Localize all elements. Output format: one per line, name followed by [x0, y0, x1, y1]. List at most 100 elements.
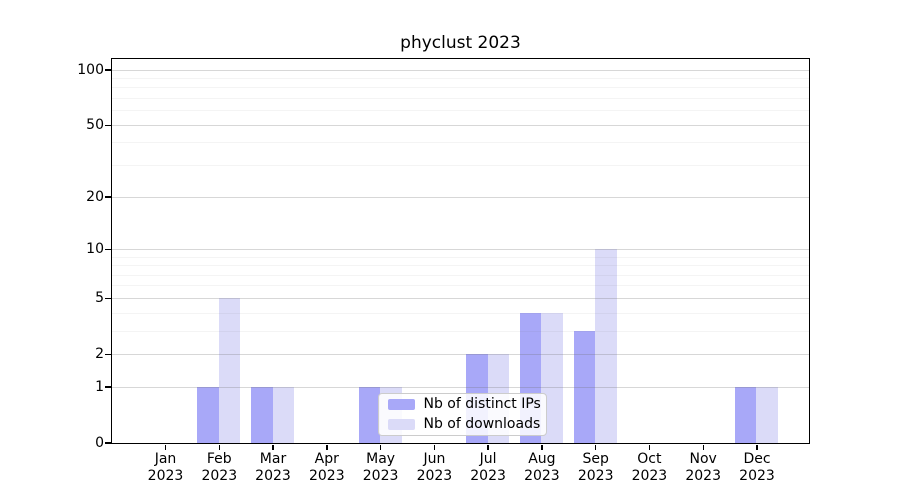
gridline-major-10	[111, 248, 809, 250]
bar-nb-of-downloads-aug	[541, 312, 563, 443]
x-tick-mark-oct	[648, 444, 651, 450]
x-tick-year: 2023	[470, 468, 506, 484]
x-tick-year: 2023	[416, 468, 453, 484]
x-tick-year: 2023	[685, 468, 721, 484]
x-tick-label-jan: Jan 2023	[131, 451, 201, 485]
gridline-major-100	[111, 69, 809, 71]
x-tick-month: Oct	[637, 451, 662, 467]
x-tick-label-may: May 2023	[346, 451, 416, 485]
x-tick-year: 2023	[255, 468, 291, 484]
y-tick-label-0: 0	[95, 435, 104, 451]
legend-swatch-downloads	[387, 418, 415, 430]
x-tick-year: 2023	[631, 468, 668, 484]
x-tick-label-jun: Jun 2023	[399, 451, 469, 485]
x-tick-month: Aug	[528, 451, 556, 467]
x-tick-mark-jun	[433, 444, 436, 450]
y-tick-label-1: 1	[95, 379, 104, 395]
x-tick-month: Mar	[259, 451, 287, 467]
x-tick-month: Jun	[423, 451, 446, 467]
x-tick-year: 2023	[362, 468, 399, 484]
plot-area: Nb of distinct IPs Nb of downloads	[110, 57, 810, 444]
x-tick-month: Dec	[743, 451, 771, 467]
gridline-minor-80	[111, 87, 809, 89]
y-tick-label-2: 2	[95, 346, 104, 363]
bar-nb-of-downloads-mar	[272, 386, 295, 443]
x-tick-month: Jan	[154, 451, 177, 467]
gridline-minor-7	[111, 274, 809, 276]
gridline-minor-6	[111, 285, 809, 287]
x-tick-mark-nov	[702, 444, 704, 450]
chart-title: phyclust 2023	[400, 33, 521, 53]
bar-nb-of-distinct-ips-may	[358, 386, 381, 443]
x-tick-month: May	[366, 451, 396, 467]
gridline-minor-90	[111, 78, 809, 79]
x-tick-year: 2023	[201, 468, 238, 484]
x-tick-year: 2023	[147, 468, 184, 484]
y-tick-mark-5	[105, 297, 111, 299]
x-tick-month: Apr	[314, 451, 339, 467]
x-tick-label-mar: Mar 2023	[238, 451, 308, 485]
y-tick-mark-10	[105, 248, 111, 250]
x-tick-month: Nov	[689, 451, 717, 467]
x-tick-label-sep: Sep 2023	[561, 451, 631, 485]
y-tick-label-20: 20	[86, 189, 104, 205]
x-tick-label-feb: Feb 2023	[184, 451, 254, 485]
gridline-minor-4	[111, 312, 809, 314]
y-tick-label-10: 10	[86, 241, 104, 258]
legend: Nb of distinct IPs Nb of downloads	[377, 392, 547, 436]
x-tick-label-dec: Dec 2023	[722, 451, 792, 485]
y-tick-mark-2	[105, 353, 111, 355]
gridline-major-5	[111, 297, 809, 299]
x-tick-mark-dec	[756, 444, 758, 450]
x-tick-mark-feb	[218, 444, 220, 450]
y-tick-label-100: 100	[77, 62, 104, 79]
x-tick-year: 2023	[524, 468, 560, 484]
legend-row-distinct-ips: Nb of distinct IPs	[387, 396, 546, 412]
gridline-minor-30	[111, 165, 809, 166]
bar-nb-of-downloads-dec	[756, 386, 778, 443]
bar-nb-of-downloads-feb	[218, 297, 241, 443]
y-tick-mark-100	[105, 69, 111, 71]
y-tick-mark-0	[105, 442, 111, 444]
x-tick-mark-sep	[594, 444, 597, 450]
bar-nb-of-downloads-sep	[595, 248, 617, 443]
x-tick-year: 2023	[308, 468, 345, 484]
x-tick-mark-apr	[326, 444, 328, 450]
x-tick-mark-mar	[272, 444, 274, 450]
gridline-minor-3	[111, 330, 809, 332]
gridline-minor-8	[111, 265, 809, 266]
bar-nb-of-distinct-ips-mar	[251, 386, 273, 443]
gridline-major-1	[111, 386, 809, 388]
gridline-minor-70	[111, 98, 809, 100]
x-tick-mark-may	[379, 444, 382, 450]
x-tick-year: 2023	[577, 468, 614, 484]
y-tick-mark-20	[105, 196, 111, 198]
x-tick-label-oct: Oct 2023	[614, 451, 684, 485]
gridline-minor-60	[111, 110, 809, 112]
x-tick-month: Jul	[479, 451, 497, 467]
gridline-major-50	[111, 124, 809, 126]
grid-layer	[111, 59, 809, 443]
x-tick-year: 2023	[739, 468, 775, 484]
x-tick-month: Sep	[582, 451, 609, 467]
legend-swatch-distinct-ips	[387, 398, 415, 410]
gridline-minor-40	[111, 142, 809, 144]
gridline-minor-9	[111, 256, 809, 258]
y-tick-mark-50	[105, 124, 111, 127]
x-tick-mark-aug	[541, 444, 543, 450]
legend-label-distinct-ips: Nb of distinct IPs	[423, 396, 541, 412]
x-tick-label-aug: Aug 2023	[507, 451, 577, 485]
legend-label-downloads: Nb of downloads	[423, 416, 541, 432]
x-tick-month: Feb	[206, 451, 232, 467]
x-tick-label-apr: Apr 2023	[292, 451, 362, 485]
legend-row-downloads: Nb of downloads	[387, 416, 546, 432]
bar-nb-of-distinct-ips-dec	[734, 386, 757, 443]
bar-nb-of-distinct-ips-feb	[197, 386, 219, 443]
x-tick-mark-jul	[487, 444, 489, 450]
y-tick-label-50: 50	[86, 117, 104, 134]
y-tick-label-5: 5	[95, 290, 104, 307]
gridline-major-2	[111, 353, 809, 355]
y-tick-mark-1	[105, 386, 111, 388]
gridline-major-20	[111, 196, 809, 198]
